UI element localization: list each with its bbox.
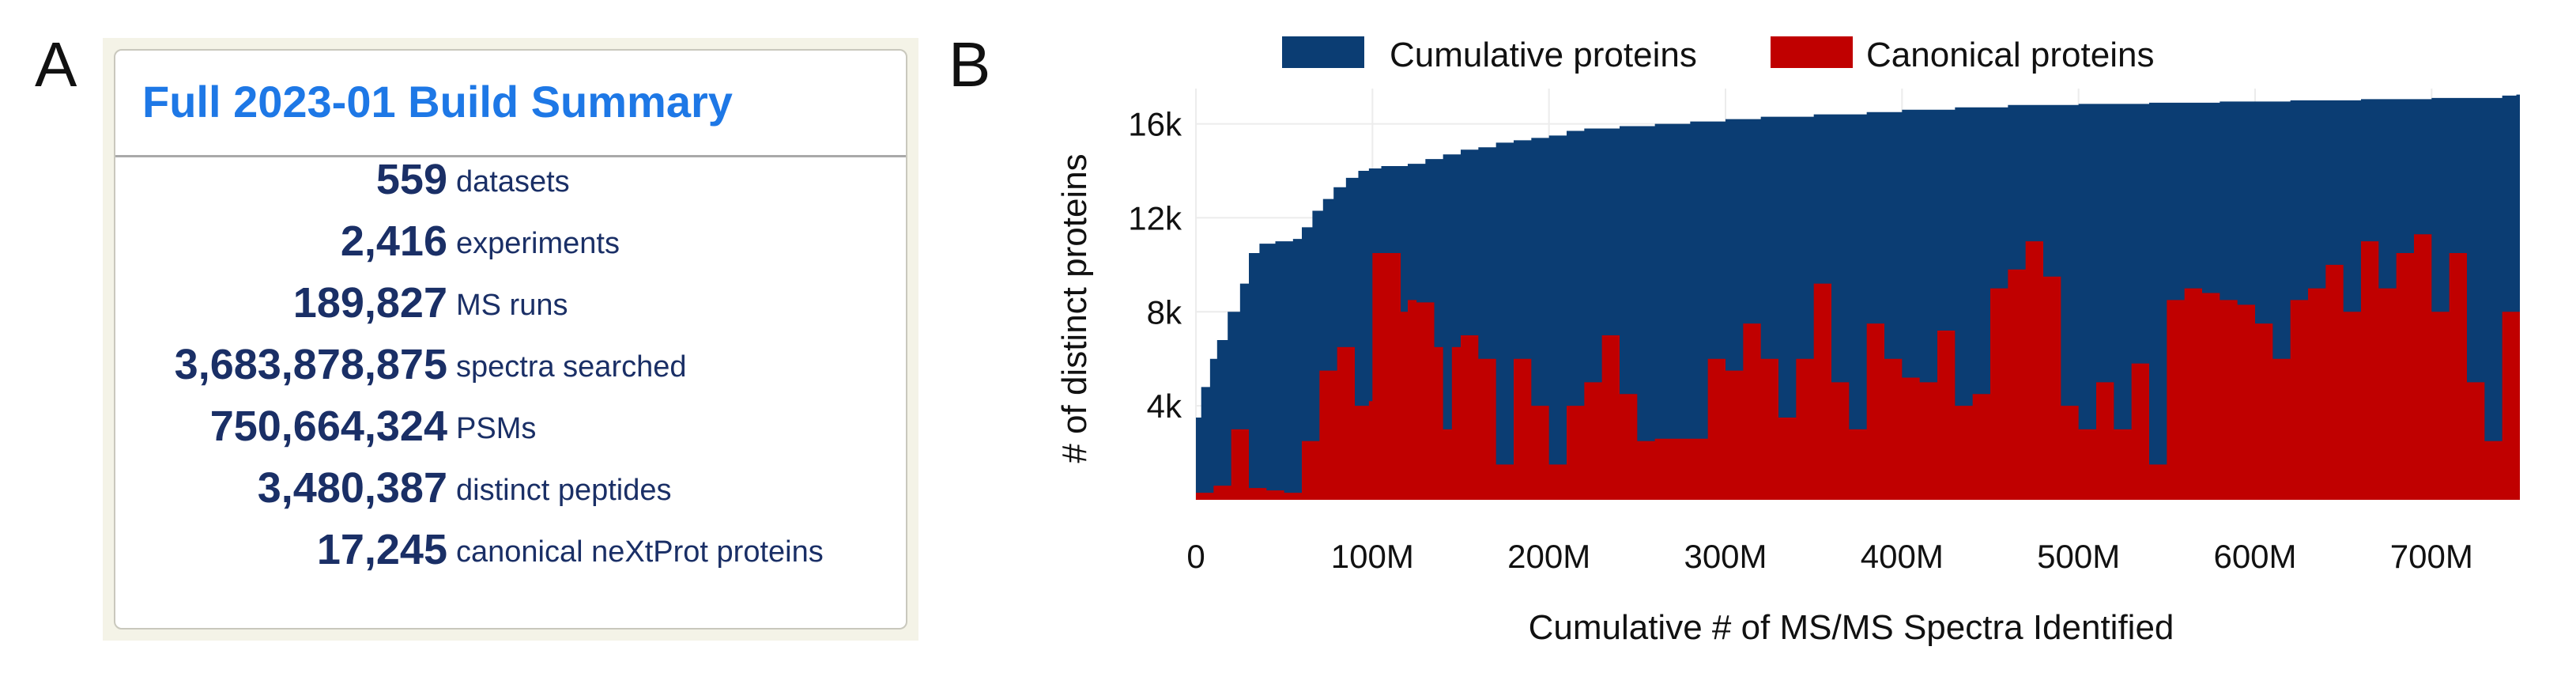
plot-areas	[1196, 94, 2520, 500]
y-axis-label: # of distinct proteins	[1055, 153, 1094, 463]
stat-label: canonical neXtProt proteins	[456, 535, 824, 569]
x-tick-label: 500M	[2037, 538, 2120, 575]
panel-label-b: B	[949, 29, 991, 100]
y-tick-label: 16k	[1128, 106, 1182, 143]
stat-value: 3,683,878,875	[174, 341, 447, 388]
stat-row-datasets: 559 datasets	[126, 156, 901, 209]
legend-label-canonical: Canonical proteins	[1866, 36, 2154, 74]
stat-label: spectra searched	[456, 350, 687, 384]
legend-swatch-cumulative	[1282, 36, 1364, 68]
x-tick-label: 300M	[1684, 538, 1767, 575]
summary-divider	[115, 155, 906, 157]
legend-swatch-canonical	[1771, 36, 1853, 68]
panel-label-a: A	[35, 29, 77, 100]
x-tick-label: 100M	[1331, 538, 1414, 575]
stat-value: 559	[375, 156, 447, 203]
x-tick-label: 600M	[2213, 538, 2296, 575]
stat-row-distinct-peptides: 3,480,387 distinct peptides	[126, 464, 901, 517]
stat-value: 3,480,387	[257, 464, 447, 512]
x-tick-label: 700M	[2390, 538, 2473, 575]
stat-value: 17,245	[316, 526, 447, 573]
stat-row-canonical-proteins: 17,245 canonical neXtProt proteins	[126, 526, 901, 579]
legend-label-cumulative: Cumulative proteins	[1390, 36, 1697, 74]
x-tick-label: 0	[1186, 538, 1205, 575]
y-tick-label: 8k	[1147, 293, 1182, 331]
stat-value: 189,827	[292, 279, 447, 327]
stat-row-spectra-searched: 3,683,878,875 spectra searched	[126, 341, 901, 394]
stat-row-ms-runs: 189,827 MS runs	[126, 279, 901, 332]
summary-title: Full 2023-01 Build Summary	[142, 77, 733, 127]
series-area-canonical	[1196, 234, 2520, 500]
stat-label: experiments	[456, 227, 620, 260]
x-tick-label: 200M	[1507, 538, 1590, 575]
y-tick-label: 12k	[1128, 199, 1182, 236]
summary-card	[114, 49, 907, 630]
legend: Cumulative proteins Canonical proteins	[1282, 36, 2154, 74]
stat-row-experiments: 2,416 experiments	[126, 217, 901, 270]
x-tick-label: 400M	[1861, 538, 1944, 575]
ticks: 4k 8k 12k 16k 0 100M 200M 300M 400M 500M 600M 700M	[1128, 106, 2473, 575]
y-tick-label: 4k	[1147, 388, 1182, 425]
stat-label: distinct peptides	[456, 474, 672, 507]
stat-label: datasets	[456, 165, 570, 198]
stat-label: MS runs	[456, 289, 568, 322]
x-axis-label: Cumulative # of MS/MS Spectra Identified	[1529, 608, 2174, 647]
stat-row-psms: 750,664,324 PSMs	[126, 403, 901, 456]
stat-value: 2,416	[340, 217, 447, 265]
stat-label: PSMs	[456, 412, 537, 445]
stat-value: 750,664,324	[209, 403, 447, 450]
